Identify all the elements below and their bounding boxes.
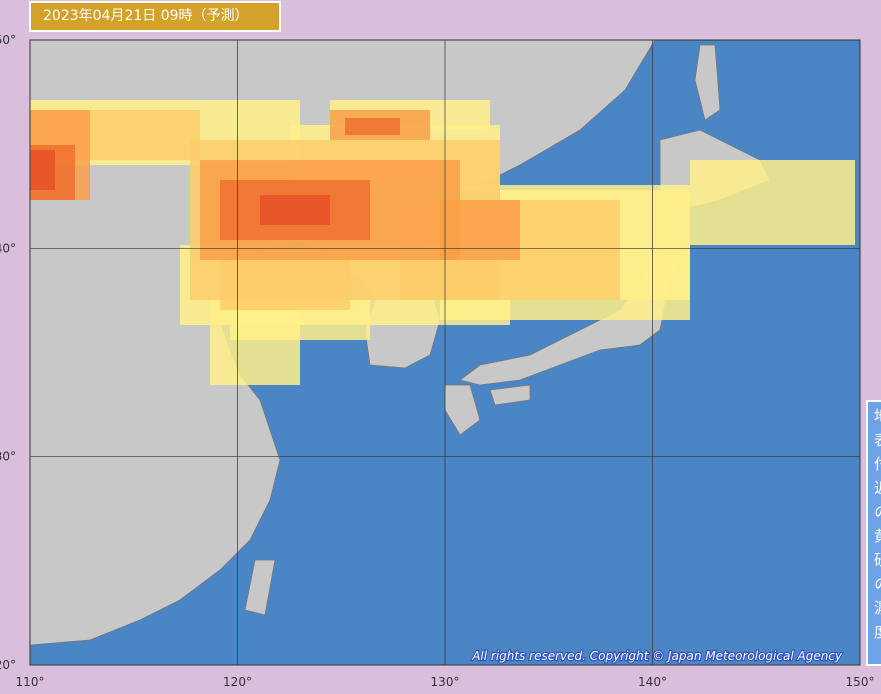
x-tick-label: 130° <box>431 675 460 689</box>
dust-cell <box>440 200 520 260</box>
taiwan <box>244 559 276 616</box>
x-tick-label: 150° <box>846 675 875 689</box>
x-tick-label: 140° <box>638 675 667 689</box>
y-tick-label: 50° <box>0 33 16 47</box>
dust-cell <box>30 150 55 190</box>
y-tick-label: 20° <box>0 658 16 672</box>
sakhalin <box>694 44 721 121</box>
x-tick-label: 120° <box>223 675 252 689</box>
copyright: All rights reserved. Copyright © Japan M… <box>471 649 843 663</box>
dust-cell <box>260 195 330 225</box>
dust-cell <box>345 118 400 135</box>
header-title: 2023年04月21日 09時（予測） <box>29 1 281 32</box>
dust-cell <box>220 260 350 310</box>
side-label: 地表付近の黄砂の濃度 <box>866 400 881 666</box>
y-tick-label: 30° <box>0 450 16 464</box>
dust-cell <box>690 160 855 245</box>
dust-area <box>30 100 855 385</box>
x-tick-label: 110° <box>16 675 45 689</box>
y-tick-label: 40° <box>0 241 16 255</box>
shikoku <box>489 384 531 406</box>
map-frame <box>29 39 861 666</box>
